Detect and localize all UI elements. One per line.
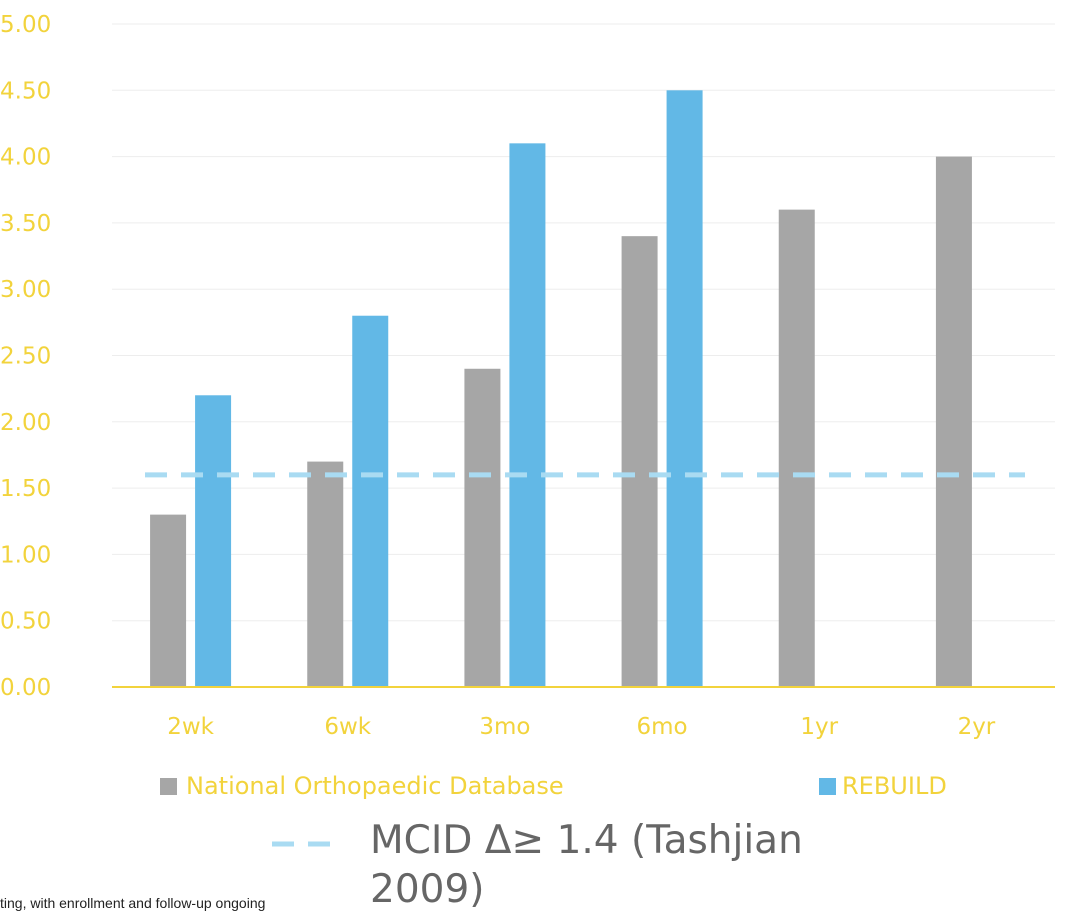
y-tick-label: 0.50 xyxy=(0,609,51,635)
y-tick-label: 1.00 xyxy=(0,542,51,568)
x-tick-label: 2yr xyxy=(958,714,996,740)
x-tick-label: 2wk xyxy=(167,714,214,740)
y-tick-label: 1.50 xyxy=(0,476,51,502)
y-tick-label: 3.00 xyxy=(0,277,51,303)
legend-label-nod: National Orthopaedic Database xyxy=(186,772,564,800)
y-tick-label: 4.00 xyxy=(0,145,51,171)
legend-swatch-rebuild xyxy=(819,778,836,795)
y-tick-label: 4.50 xyxy=(0,78,51,104)
y-tick-label: 0.00 xyxy=(0,675,51,701)
y-axis-ticks: 0.00 0.50 1.00 1.50 2.00 2.50 3.00 3.50 4.00 4.50… xyxy=(0,12,51,701)
bar-rebuild-6wk xyxy=(352,315,389,687)
bar-nod-3mo xyxy=(464,368,501,687)
bar-nod-1yr xyxy=(778,209,815,687)
legend-mcid-label-line2: 2009) xyxy=(370,867,484,911)
x-tick-label: 6mo xyxy=(637,714,688,740)
bar-rebuild-2wk xyxy=(195,395,232,687)
legend-swatch-nod xyxy=(160,778,177,795)
bar-rebuild-3mo xyxy=(509,143,546,688)
bar-nod-6mo xyxy=(621,236,658,687)
footnote-text: ting, with enrollment and follow-up ongo… xyxy=(0,895,265,911)
bar-nod-6wk xyxy=(307,461,344,687)
y-tick-label: 2.00 xyxy=(0,410,51,436)
x-tick-label: 3mo xyxy=(479,714,530,740)
legend-label-rebuild: REBUILD xyxy=(842,772,947,800)
legend: National Orthopaedic Database REBUILD MC… xyxy=(160,772,947,911)
bar-nod-2wk xyxy=(150,514,187,687)
x-tick-label: 1yr xyxy=(800,714,838,740)
x-axis-ticks: 2wk 6wk 3mo 6mo 1yr 2yr xyxy=(167,714,996,740)
gridlines xyxy=(112,23,1055,622)
y-tick-label: 5.00 xyxy=(0,12,51,38)
x-tick-label: 6wk xyxy=(324,714,371,740)
y-tick-label: 2.50 xyxy=(0,344,51,370)
bars xyxy=(150,90,972,688)
bar-rebuild-6mo xyxy=(666,90,703,688)
bar-nod-2yr xyxy=(935,156,972,688)
legend-mcid-label-line1: MCID Δ≥ 1.4 (Tashjian xyxy=(370,818,803,863)
y-tick-label: 3.50 xyxy=(0,211,51,237)
